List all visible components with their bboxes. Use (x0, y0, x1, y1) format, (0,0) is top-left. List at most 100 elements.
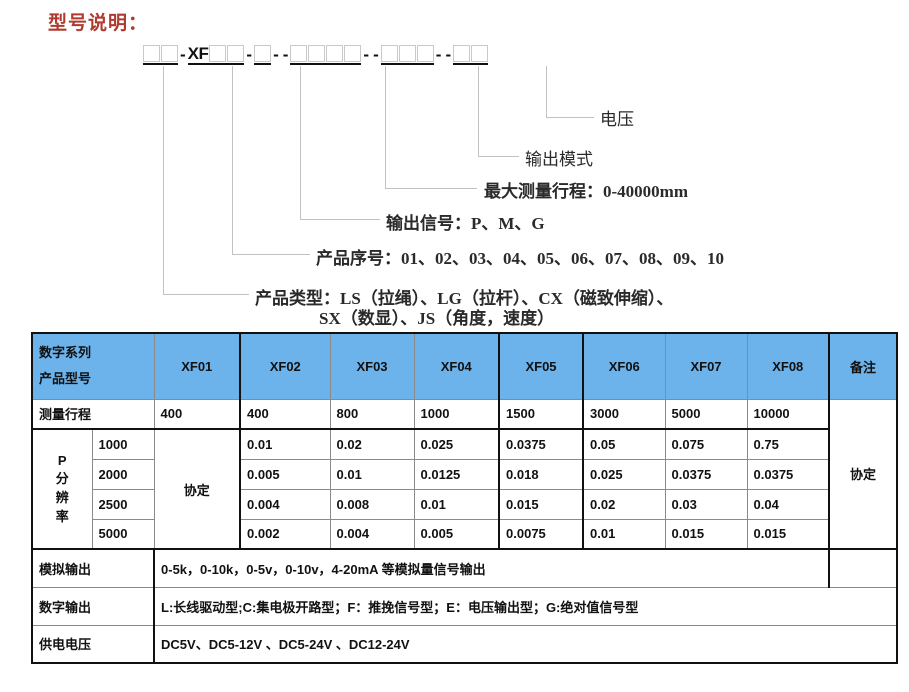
table-row-resolution-1000: P 分 辨 率 1000 协定 0.01 0.02 0.025 0.0375 0… (31, 428, 897, 550)
resolution-label-char-lv: 率 (55, 509, 69, 524)
header-cell-xf08: XF08 (746, 332, 830, 400)
range-xf02: 400 (239, 398, 331, 430)
resolution-2500-xf04: 0.01 (413, 488, 500, 520)
resolution-5000-xf03: 0.004 (329, 518, 415, 550)
code-group-product-type (143, 45, 178, 65)
resolution-1000-xf02: 0.01 (239, 428, 331, 460)
resolution-pulses-5000: 5000 (91, 518, 155, 550)
callout-output-mode: 输出模式 (525, 150, 593, 169)
row-value-analog-output: 0-5k，0-10k，0-5v，0-10v，4-20mA 等模拟量信号输出 (153, 548, 830, 588)
code-box (471, 45, 489, 62)
resolution-xf01-merged: 协定 (153, 428, 241, 550)
resolution-1000-xf04: 0.025 (413, 428, 500, 460)
resolution-5000-xf06: 0.01 (582, 518, 666, 550)
header-cell-xf02: XF02 (239, 332, 331, 400)
table-header-row: 数字系列 产品型号 XF01 XF02 XF03 XF04 XF05 XF06 … (30, 332, 899, 400)
code-box (161, 45, 178, 62)
callout-product-serial: 产品序号：01、02、03、04、05、06、07、08、09、10 (316, 249, 724, 268)
code-box (290, 45, 308, 62)
specification-table: 数字系列 产品型号 XF01 XF02 XF03 XF04 XF05 XF06 … (30, 332, 899, 664)
resolution-5000-xf02: 0.002 (239, 518, 331, 550)
resolution-1000-xf06: 0.05 (582, 428, 666, 460)
leader-line-voltage-vertical (546, 66, 547, 117)
remark-merged-cell: 协定 (828, 398, 899, 550)
resolution-2500-xf06: 0.02 (582, 488, 666, 520)
code-prefix-xf: XF (187, 44, 209, 63)
range-xf03: 800 (329, 398, 415, 430)
resolution-1000-xf07: 0.075 (664, 428, 748, 460)
callout-output-signal: 输出信号：P、M、G (386, 214, 545, 233)
code-group-output-mode (380, 45, 434, 65)
resolution-2500-xf07: 0.03 (664, 488, 748, 520)
range-xf06: 3000 (582, 398, 666, 430)
range-xf08: 10000 (746, 398, 830, 430)
header-cell-remark: 备注 (828, 332, 899, 400)
code-box (380, 45, 398, 62)
code-box (254, 45, 272, 62)
code-box (209, 45, 227, 62)
resolution-2500-xf02: 0.004 (239, 488, 331, 520)
header-series-line2: 产品型号 (39, 371, 92, 387)
resolution-2000-xf02: 0.005 (239, 458, 331, 490)
code-box (453, 45, 471, 62)
resolution-2500-xf08: 0.04 (746, 488, 830, 520)
leader-line-output-mode-horizontal (478, 156, 519, 157)
resolution-label-char-p: P (57, 453, 67, 468)
range-xf07: 5000 (664, 398, 748, 430)
resolution-2000-xf06: 0.025 (582, 458, 666, 490)
leader-line-product-type-horizontal (163, 294, 249, 295)
leader-line-product-serial-vertical (232, 66, 233, 254)
resolution-5000-xf08: 0.015 (746, 518, 830, 550)
callout-max-range: 最大测量行程：0-40000mm (484, 182, 688, 201)
code-box (143, 45, 160, 62)
resolution-1000-xf03: 0.02 (329, 428, 415, 460)
range-xf01: 400 (153, 398, 241, 430)
header-cell-xf04: XF04 (413, 332, 500, 400)
table-row-measuring-range: 测量行程 400 400 800 1000 1500 3000 5000 100… (30, 398, 899, 550)
resolution-label-char-bian: 辨 (55, 490, 69, 505)
row-value-supply-voltage: DC5V、DC5-12V 、DC5-24V 、DC12-24V (153, 624, 899, 664)
resolution-2000-xf07: 0.0375 (664, 458, 748, 490)
resolution-group-label: P 分 辨 率 (31, 428, 93, 550)
resolution-5000-xf04: 0.005 (413, 518, 500, 550)
code-separator-dash: - (435, 45, 442, 64)
resolution-5000-xf07: 0.015 (664, 518, 748, 550)
resolution-2500-xf03: 0.008 (329, 488, 415, 520)
page-title: 型号说明： (48, 13, 149, 34)
code-group-product-serial: XF (187, 44, 245, 65)
header-series-line1: 数字系列 (39, 345, 92, 361)
resolution-1000-xf08: 0.75 (746, 428, 830, 460)
header-cell-xf05: XF05 (498, 332, 584, 400)
leader-line-product-type-vertical (163, 66, 164, 294)
header-cell-xf06: XF06 (582, 332, 666, 400)
code-box (326, 45, 344, 62)
leader-line-max-range-vertical (385, 66, 386, 188)
code-separator-dash: - (363, 45, 370, 64)
leader-line-max-range-horizontal (385, 188, 477, 189)
code-box (344, 45, 362, 62)
callout-voltage: 电压 (600, 110, 634, 129)
range-xf04: 1000 (413, 398, 500, 430)
code-group-max-range (290, 45, 362, 65)
code-separator-dash: - (246, 45, 253, 64)
header-cell-series: 数字系列 产品型号 (30, 332, 155, 400)
leader-line-output-signal-vertical (300, 66, 301, 219)
resolution-pulses-2000: 2000 (91, 458, 155, 490)
table-row-supply-voltage: 供电电压 DC5V、DC5-12V 、DC5-24V 、DC12-24V (30, 624, 899, 664)
row-label-analog-output: 模拟输出 (30, 548, 155, 588)
leader-line-output-mode-vertical (478, 66, 479, 156)
code-separator-dash: - (273, 45, 279, 64)
callout-product-type-line1: 产品类型：LS（拉绳）、LG（拉杆）、CX（磁致伸缩）、 (255, 289, 674, 308)
range-xf05: 1500 (498, 398, 584, 430)
resolution-2000-xf03: 0.01 (329, 458, 415, 490)
code-box (416, 45, 434, 62)
resolution-2000-xf05: 0.018 (498, 458, 584, 490)
table-row-analog-output: 模拟输出 0-5k，0-10k，0-5v，0-10v，4-20mA 等模拟量信号… (30, 548, 899, 588)
row-label-measuring-range: 测量行程 (30, 398, 155, 430)
code-box (227, 45, 245, 62)
resolution-5000-xf05: 0.0075 (498, 518, 584, 550)
leader-line-voltage-horizontal (546, 117, 594, 118)
row-value-digital-output: L:长线驱动型;C:集电极开路型；F：推挽信号型；E：电压输出型；G:绝对值信号… (153, 586, 899, 626)
header-cell-xf07: XF07 (664, 332, 748, 400)
row-label-digital-output: 数字输出 (30, 586, 155, 626)
